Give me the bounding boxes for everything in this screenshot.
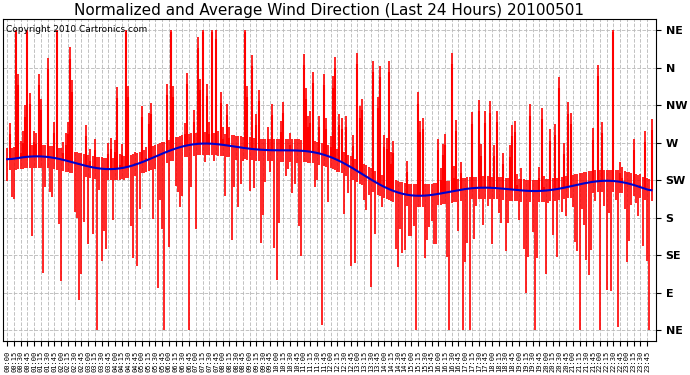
- Title: Normalized and Average Wind Direction (Last 24 Hours) 20100501: Normalized and Average Wind Direction (L…: [75, 3, 584, 18]
- Text: Copyright 2010 Cartronics.com: Copyright 2010 Cartronics.com: [6, 26, 147, 34]
